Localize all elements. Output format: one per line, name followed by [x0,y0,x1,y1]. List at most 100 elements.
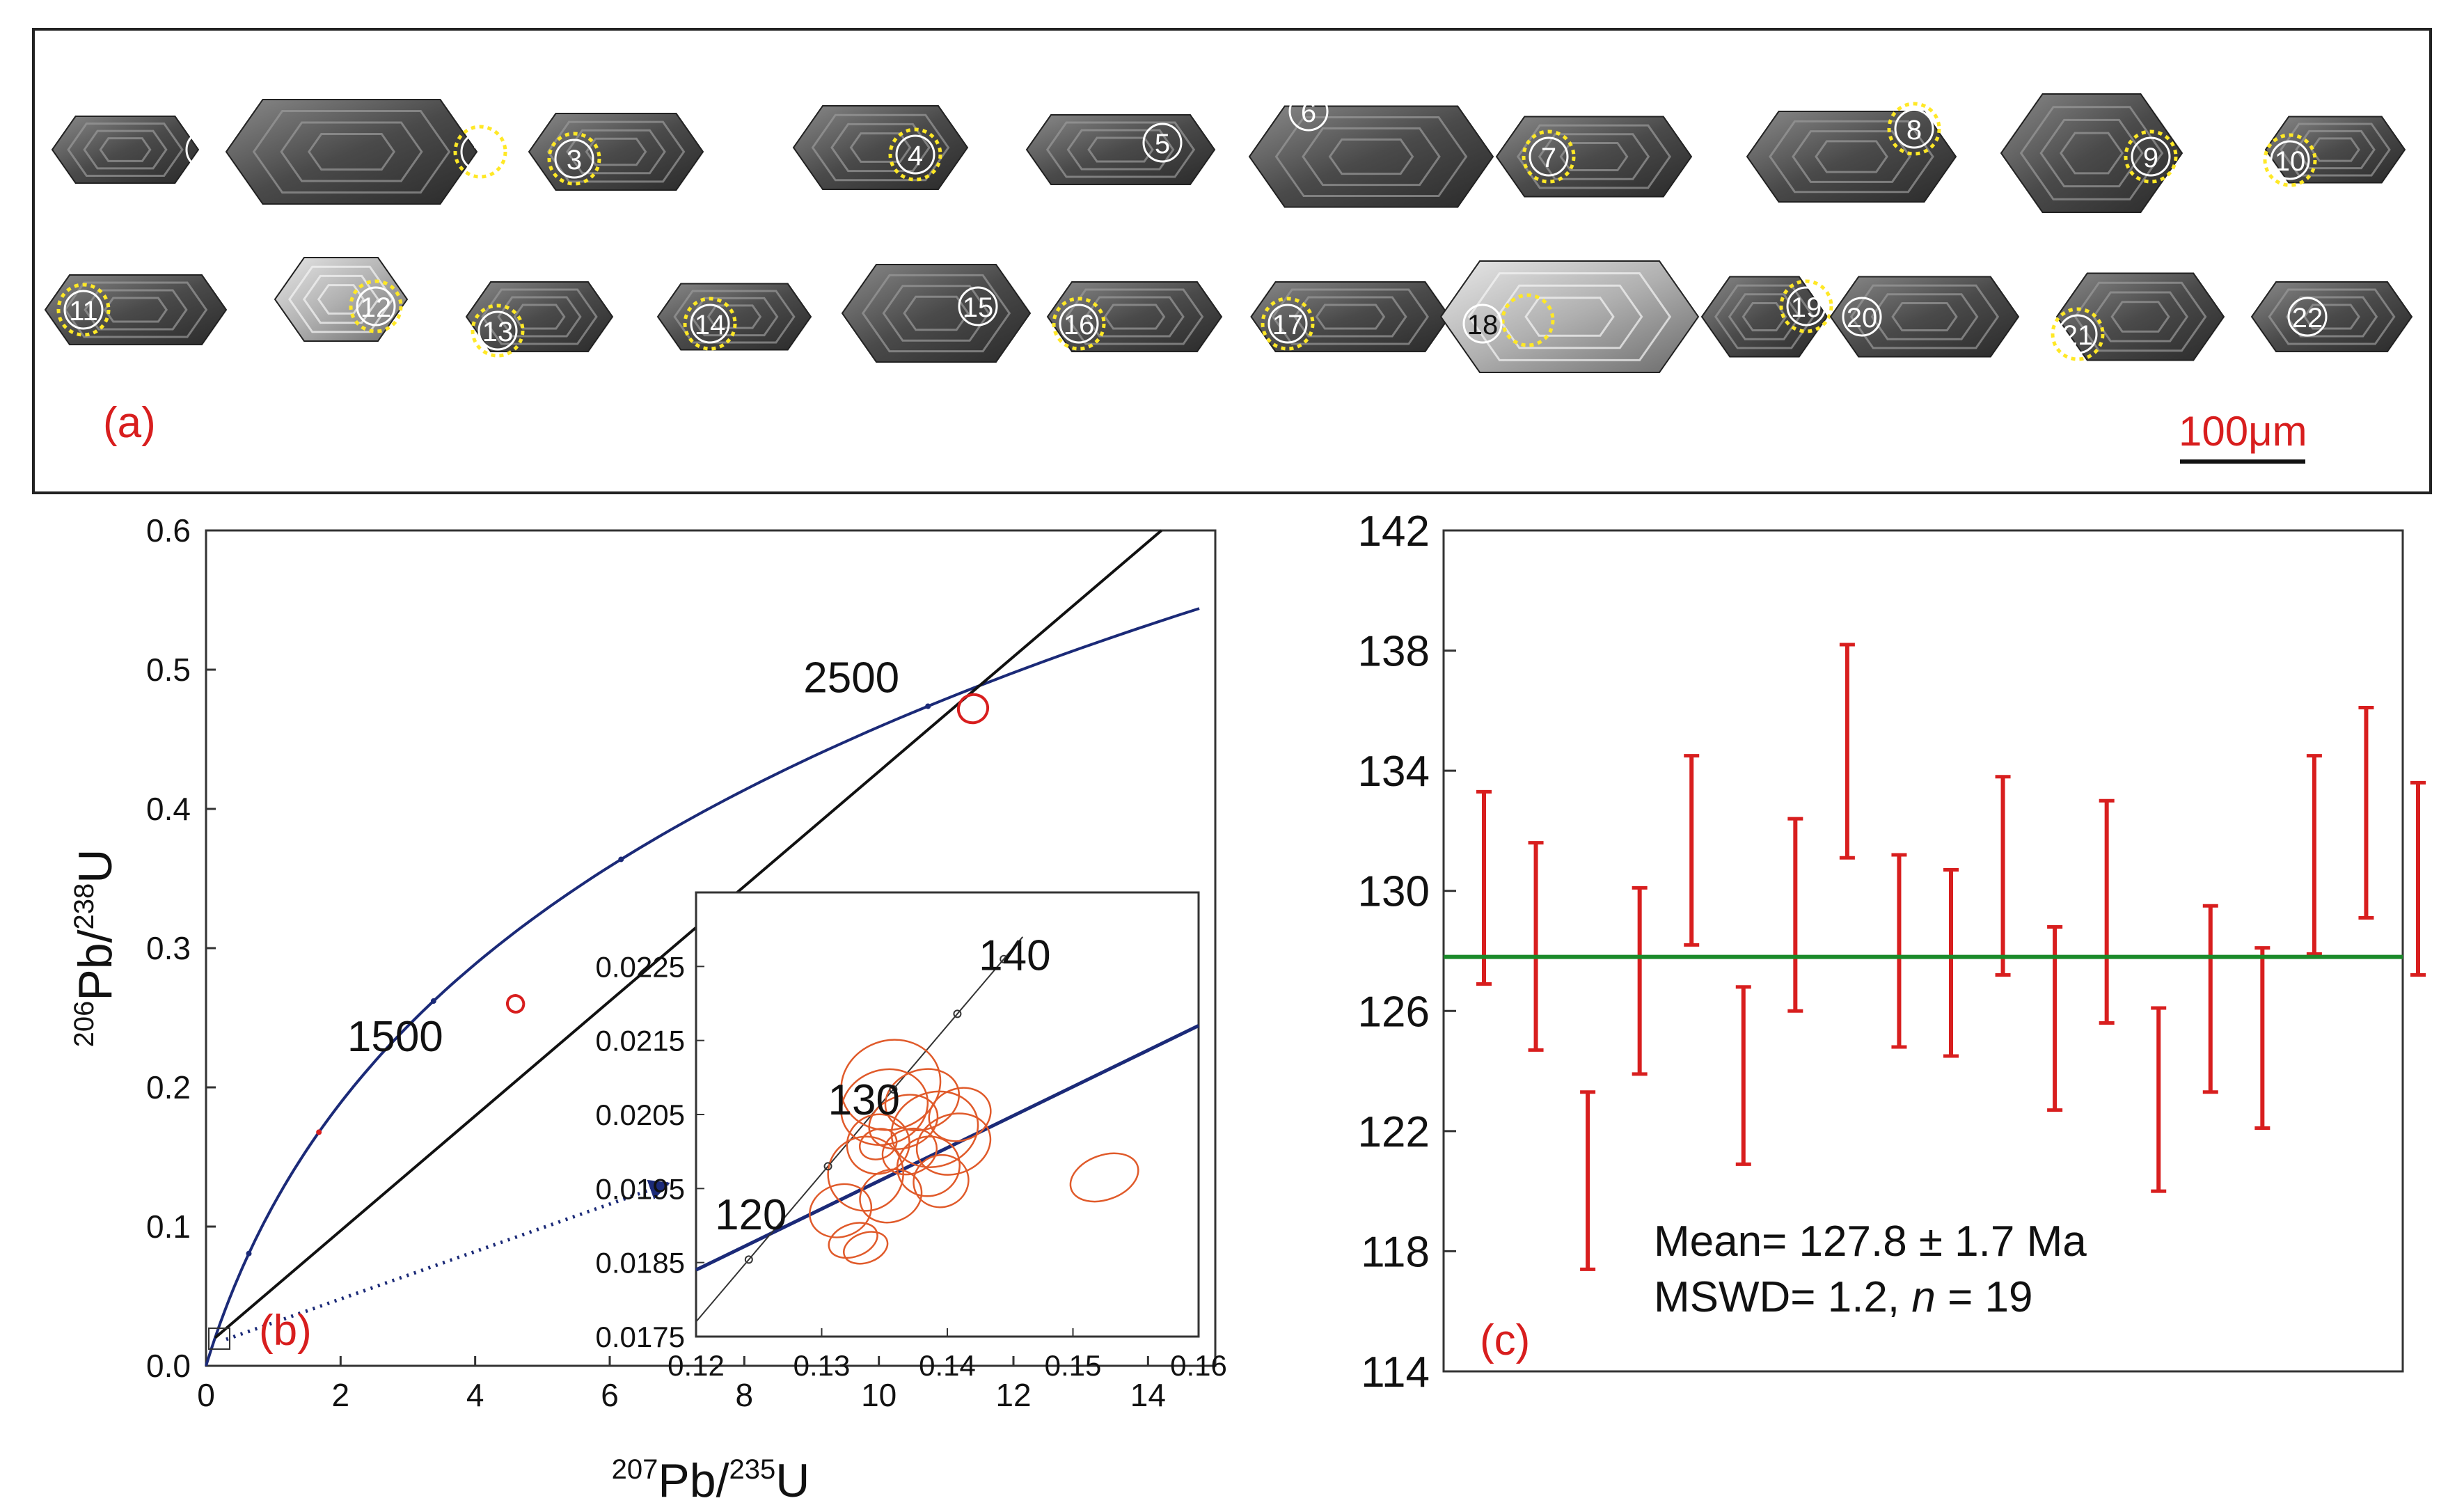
panel-c-label: (c) [1480,1316,1530,1364]
inset-age-label-130: 130 [828,1076,900,1124]
analysis-spot [1501,293,1555,347]
zircon-zoning-band [1467,272,1672,361]
discordia-line [214,529,1162,1339]
inset-error-ellipse [881,1128,938,1176]
zircon-grain: 19 [1700,276,1833,358]
y-tick-label: 0.1 [146,1208,191,1245]
zircon-grain: 12 [274,257,409,342]
zircon-zoning-band [2268,288,2396,345]
x-title-sup-207: 207 [612,1454,658,1485]
wm-y-tick-label: 134 [1358,748,1430,796]
inset-x-tick-label: 0.13 [793,1349,851,1382]
zircon-grain: 13 [465,281,614,358]
mswd-label: MSWD= 1.2, n = 19 [1654,1273,2032,1321]
inset-error-ellipse [913,1153,970,1208]
zircon-zoning-band [1084,296,1185,338]
grain-number-label: 22 [2292,303,2323,333]
error-ellipse [956,693,990,725]
concordia-curve [205,607,1200,1367]
zircon-zoning-band [302,274,380,324]
zircon-zoning-band [1315,304,1386,330]
concordia-inset: 0.12 0.13 0.14 0.15 0.16 0.0175 0.0185 0.0195 0.… [596,891,1227,1382]
inset-concordia-line [695,1024,1200,1272]
zircon-grain-body [1746,111,1957,203]
zircon-zoning-band [1272,288,1429,345]
mswd-text: MSWD= 1.2, [1654,1273,1911,1321]
zircon-zoning-band [2310,137,2360,162]
analysis-spot [453,125,507,179]
zircon-grain-body [51,116,200,184]
zircon-zoning-band [1274,116,1468,198]
grain-number-circle [460,132,500,172]
zircon-grain: 9 [2000,93,2183,213]
inset-error-ellipse [846,1113,910,1175]
inset-error-ellipse [1069,1152,1139,1203]
grain-number-label: 5 [1155,129,1170,159]
y-title-sup-206: 206 [69,1001,100,1048]
zircon-zoning-band [673,290,796,344]
zircon-zoning-band [1870,293,1979,340]
zircon-zoning-band [1496,284,1643,349]
grain-number-label: 3 [567,145,582,175]
y-tick-label: 0.0 [146,1348,191,1384]
concordia-age-marker [430,998,436,1005]
inset-x-tick-label: 0.14 [919,1349,976,1382]
zircon-grain: 2 [225,99,507,205]
analysis-spot [56,283,111,337]
zircon-zoning-band [83,129,168,170]
zircon-grain: 4 [792,105,969,190]
zircon-zoning-band [882,285,990,342]
zircon-grain: 18 [1439,260,1700,373]
zircon-grain: 8 [1746,102,1957,203]
zircon-zoning-band [1328,138,1414,175]
wm-y-tick-label: 142 [1358,507,1430,556]
zircon-zoning-band [2019,106,2164,200]
zircon-zoning-band [566,129,666,175]
grain-number-circle [1288,91,1329,132]
zircon-zoning-band [2303,304,2360,330]
wm-y-tick-label: 122 [1358,1108,1430,1156]
x-tick-label: 2 [332,1377,350,1413]
x-title-pb: Pb/ [658,1454,729,1507]
inset-error-ellipse [840,1039,942,1131]
mean-age-label: Mean= 127.8 ± 1.7 Ma [1654,1218,2087,1266]
zircon-zoning-band [2039,118,2144,188]
zircon-zoning-band [1792,130,1911,183]
inset-discordia-line [695,936,1024,1323]
y-title-u: U [69,849,122,883]
zircon-zoning-band [2285,296,2378,338]
analysis-spot [1522,129,1576,184]
inset-y-tick-label: 0.0195 [596,1172,685,1205]
analysis-spot [683,297,737,351]
zircon-zoning-band [1293,296,1407,338]
grain-number-label: 13 [482,317,514,347]
grain-number-label: 16 [1064,310,1095,340]
zircon-grain: 1 [51,116,226,184]
zircon-grain: 14 [656,283,812,351]
zircon-zoning-band [1849,284,2000,349]
zircon-grain-body [2055,272,2225,361]
analysis-spot [1887,102,1941,156]
zircon-zoning-band [67,123,184,177]
grain-number-circle [2270,140,2310,180]
panel-c-weighted-mean: 114 118 122 126 130 134 138 142 Mean= 127.8 ± 1… [1358,507,2426,1396]
zircon-grain-body [1495,116,1693,198]
grain-number-circle [1142,123,1183,163]
grain-number-label: 4 [908,141,923,171]
zircon-zoning-band [2110,301,2170,333]
grain-number-circle [1529,136,1569,177]
y-title-pb: Pb/ [69,929,122,1000]
grain-number-circle [2131,136,2171,177]
zircon-zoning-band [1065,288,1204,345]
zircon-grain-body [528,113,704,191]
concordia-age-marker [618,856,624,863]
zircon-zoning-band [1524,297,1615,337]
analysis-spot [2263,133,2317,187]
zircon-grain-body [225,99,478,205]
grain-number-circle [895,134,935,175]
zircon-zoning-band [1103,304,1166,330]
grain-number-label: 10 [2275,146,2306,177]
x-title-sup-235: 235 [729,1454,775,1485]
inset-error-ellipse [868,1094,939,1150]
